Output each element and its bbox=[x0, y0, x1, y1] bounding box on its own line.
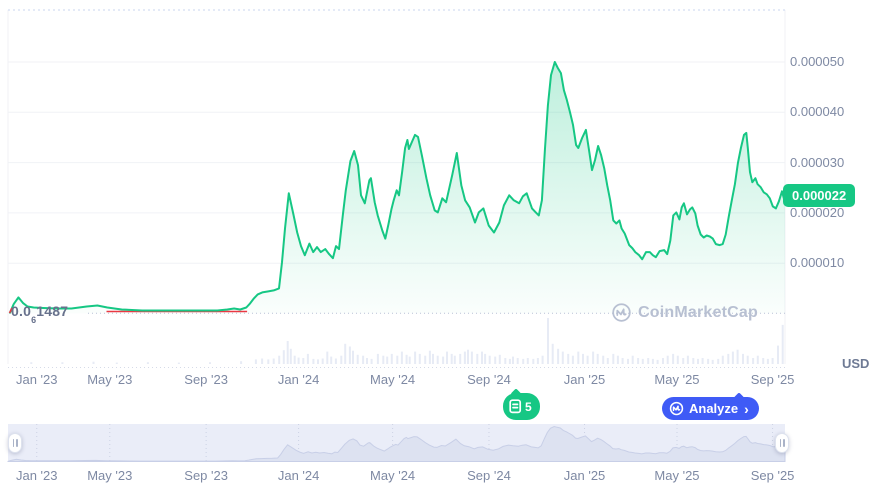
coinmarketcap-logo-icon bbox=[669, 401, 684, 416]
current-price-badge: 0.000022 bbox=[783, 184, 856, 207]
x-axis-tick-label: Sep '24 bbox=[467, 372, 511, 387]
navigator-tick-label: Jan '23 bbox=[15, 468, 58, 483]
navigator-tick-label: Sep '24 bbox=[467, 468, 511, 483]
analyze-button[interactable]: Analyze › bbox=[662, 397, 759, 420]
news-annotation-badge[interactable]: 5 bbox=[503, 393, 540, 420]
price-area-fill bbox=[10, 62, 785, 314]
analyze-button-label: Analyze bbox=[689, 401, 739, 416]
x-axis-tick-label: Jan '24 bbox=[277, 372, 320, 387]
navigator-tick-label: Jan '24 bbox=[277, 468, 320, 483]
y-axis-tick-label: 0.000030 bbox=[790, 154, 845, 170]
watermark-text: CoinMarketCap bbox=[638, 303, 758, 321]
x-axis-tick-label: Jan '25 bbox=[563, 372, 606, 387]
news-count: 5 bbox=[525, 399, 532, 414]
start-price-digits: 1487 bbox=[36, 303, 69, 319]
x-axis-tick-label: Sep '25 bbox=[750, 372, 795, 387]
volume-bars bbox=[30, 318, 784, 364]
x-axis-tick-label: May '23 bbox=[87, 372, 133, 387]
x-axis-tick-label: May '24 bbox=[370, 372, 416, 387]
start-price-label: 0.061487 bbox=[11, 303, 69, 325]
navigator-left-handle[interactable] bbox=[8, 433, 22, 453]
navigator-tick-label: May '24 bbox=[370, 468, 416, 483]
navigator-tick-label: May '23 bbox=[87, 468, 133, 483]
navigator-minimap[interactable] bbox=[7, 424, 786, 462]
y-axis-tick-label: 0.000040 bbox=[790, 104, 845, 120]
price-line bbox=[9, 61, 786, 314]
coinmarketcap-logo-icon bbox=[611, 302, 632, 323]
currency-unit-label: USD bbox=[842, 356, 870, 371]
start-price-prefix: 0.0 bbox=[11, 303, 32, 319]
x-axis-tick-label: Jan '23 bbox=[15, 372, 58, 387]
series-start-marker bbox=[8, 307, 13, 314]
navigator-tick-label: Sep '23 bbox=[184, 468, 228, 483]
navigator-tick-label: May '25 bbox=[654, 468, 700, 483]
chevron-right-icon: › bbox=[744, 400, 749, 417]
navigator-tick-label: Jan '25 bbox=[563, 468, 606, 483]
navigator-silhouette bbox=[7, 425, 786, 462]
start-price-zero-count: 6 bbox=[31, 314, 37, 325]
news-doc-icon bbox=[509, 399, 522, 414]
x-axis-tick-label: May '25 bbox=[654, 372, 700, 387]
watermark: CoinMarketCap bbox=[611, 302, 758, 323]
x-axis-tick-label: Sep '23 bbox=[184, 372, 228, 387]
navigator-tick-label: Sep '25 bbox=[750, 468, 795, 483]
y-axis-tick-label: 0.000050 bbox=[790, 54, 845, 69]
y-axis-tick-label: 0.000010 bbox=[790, 255, 845, 271]
y-axis-tick-label: 0.000020 bbox=[790, 204, 845, 220]
navigator-right-handle[interactable] bbox=[775, 433, 789, 453]
